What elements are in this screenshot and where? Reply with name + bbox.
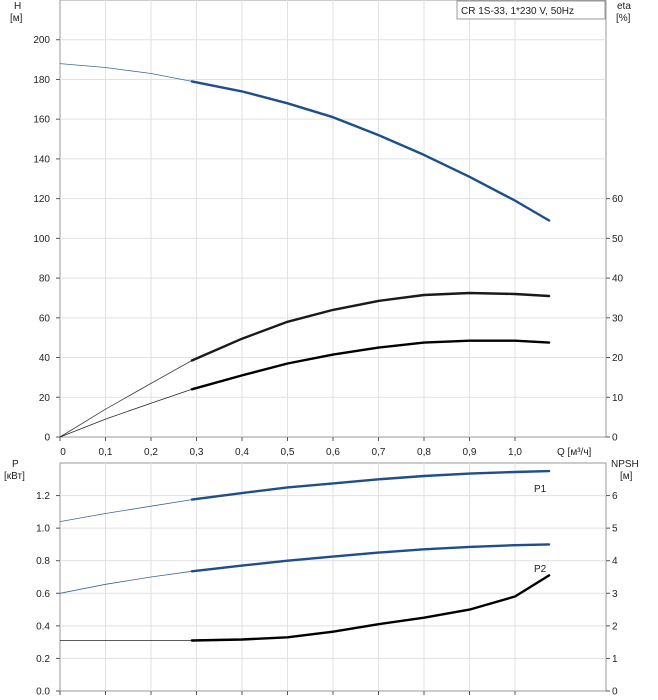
y-left-tick-label: 160: [33, 115, 50, 126]
y-right-tick-label: 3: [612, 589, 618, 600]
y-left-tick-label: 60: [39, 313, 51, 324]
top-curves: [59, 63, 551, 438]
x-tick-label: 0,3: [190, 447, 204, 458]
y-left-tick-label: 0.2: [36, 654, 50, 665]
x-tick-label: 0,7: [372, 447, 386, 458]
y-left-tick-label: 140: [33, 154, 50, 165]
bottom-tick-labels: 0.0 0.2 0.4 0.6 0.8 1.0 1.2 0 1 2 3 4 5 6: [36, 491, 618, 697]
x-tick-label: 0,9: [463, 447, 477, 458]
y-left-tick-label: 120: [33, 194, 50, 205]
y-right-tick-label: 50: [612, 234, 624, 245]
y-right-tick-label: 0: [612, 687, 618, 698]
y-left-tick-label: 0.6: [36, 589, 50, 600]
p1-extrapolated-line: [59, 499, 192, 522]
bottom-curves: [59, 469, 551, 642]
x-tick-label: 0,6: [326, 447, 340, 458]
y-left-tick-label: 0.8: [36, 556, 50, 567]
y-left-tick-label: 180: [33, 75, 50, 86]
y-left-tick-label: 40: [39, 353, 51, 364]
p1-line: [190, 469, 551, 501]
top-right-axis-label-line1: eta: [617, 1, 631, 12]
x-tick-label: 0,5: [281, 447, 295, 458]
y-right-tick-label: 40: [612, 274, 624, 285]
y-right-tick-label: 6: [612, 491, 618, 502]
bottom-left-axis-label-line2: [кВт]: [4, 471, 25, 482]
bottom-left-axis-label-line1: P: [12, 459, 19, 470]
y-left-tick-label: 1.2: [36, 491, 50, 502]
series-1-1-line: [190, 80, 551, 222]
chart-title: CR 1S-33, 1*230 V, 50Hz: [461, 6, 574, 17]
y-left-tick-label: 0.4: [36, 621, 50, 632]
y-left-tick-label: 80: [39, 274, 51, 285]
series-label-p1: P1: [534, 484, 547, 495]
top-tick-labels: 0 20 40 60 80 100 120 140 160 180 200 0 10 20 30 40 50 60…: [33, 35, 623, 458]
y-right-tick-label: 4: [612, 556, 618, 567]
y-right-tick-label: 60: [612, 194, 624, 205]
series-2-3-line: [190, 574, 551, 642]
y-right-tick-label: 30: [612, 313, 624, 324]
y-right-tick-label: 0: [612, 433, 618, 444]
series-1-3-line: [190, 339, 551, 391]
bottom-right-axis-label-line2: [м]: [620, 471, 633, 482]
y-right-tick-label: 1: [612, 654, 618, 665]
x-tick-label: 0,2: [144, 447, 158, 458]
series-1-2-extrapolated-line: [59, 360, 193, 438]
x-tick-label: 1,0: [508, 447, 522, 458]
x-tick-label: 0,8: [417, 447, 431, 458]
top-plot: 0 20 40 60 80 100 120 140 160 180 200 0 10 20 30 40 50 60…: [10, 0, 631, 458]
y-right-tick-label: 5: [612, 524, 618, 535]
y-left-tick-label: 200: [33, 35, 50, 46]
bottom-grid: [60, 463, 606, 691]
y-left-tick-label: 1.0: [36, 524, 50, 535]
x-tick-label: 0: [60, 447, 66, 458]
p2-extrapolated-line: [59, 570, 192, 594]
chart-title-box: [456, 0, 606, 20]
y-right-tick-label: 20: [612, 353, 624, 364]
bottom-right-axis-label-line1: NPSH: [611, 459, 639, 470]
x-tick-label: 0,4: [235, 447, 249, 458]
y-left-tick-label: 100: [33, 234, 50, 245]
series-1-2-line: [190, 291, 551, 362]
x-tick-label: 0,1: [99, 447, 113, 458]
bottom-plot: 0.0 0.2 0.4 0.6 0.8 1.0 1.2 0 1 2 3 4 5 6 P [кВт] NPS…: [4, 459, 639, 698]
y-right-tick-label: 2: [612, 621, 618, 632]
y-right-tick-label: 10: [612, 393, 624, 404]
top-right-axis-label-line2: [%]: [616, 13, 631, 24]
series-1-3-extrapolated-line: [59, 388, 193, 438]
y-left-tick-label: 0.0: [36, 687, 50, 698]
y-left-tick-label: 0: [44, 433, 50, 444]
top-left-axis-label-line2: [м]: [10, 13, 23, 24]
x-axis-label: Q [м³/ч]: [557, 447, 592, 458]
top-left-axis-label-line1: H: [14, 1, 21, 12]
y-left-tick-label: 20: [39, 393, 51, 404]
top-grid: [60, 0, 606, 437]
series-1-1-extrapolated-line: [59, 63, 192, 82]
series-label-p2: P2: [534, 564, 547, 575]
p2-line: [190, 543, 551, 573]
